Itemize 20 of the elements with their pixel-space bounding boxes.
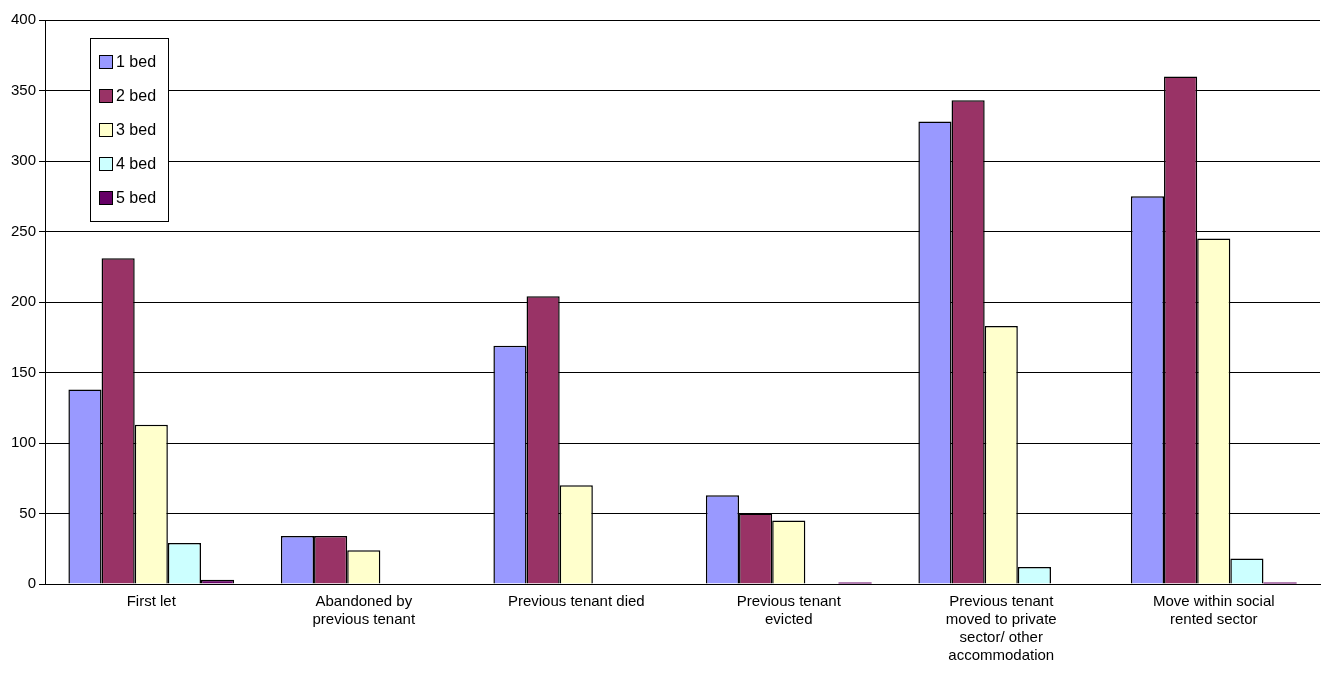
legend-label: 2 bed <box>116 87 157 105</box>
y-tick-label: 250 <box>11 221 37 239</box>
y-tick-label: 150 <box>11 362 37 380</box>
y-tick-label: 50 <box>19 503 37 521</box>
x-tick-label: Previous tenant evicted <box>736 592 842 628</box>
y-tick-label: 300 <box>11 151 37 169</box>
y-tick-label: 100 <box>11 433 37 451</box>
y-tick-label: 400 <box>11 10 37 28</box>
legend-label: 4 bed <box>116 155 157 173</box>
x-tick-label: Move within social rented sector <box>1152 592 1275 628</box>
x-tick-label: Abandoned by previous tenant <box>312 592 416 628</box>
y-tick-label: 200 <box>11 292 37 310</box>
legend-label: 5 bed <box>116 189 157 207</box>
legend-label: 1 bed <box>116 53 157 71</box>
legend-label: 3 bed <box>116 121 157 139</box>
x-tick-label: Previous tenant died <box>507 592 645 610</box>
y-tick-label: 0 <box>27 574 37 592</box>
x-tick-label: Previous tenant moved to private sector/ other accommodation <box>945 592 1057 664</box>
x-tick-label: First let <box>126 592 177 610</box>
y-tick-label: 350 <box>11 80 37 98</box>
